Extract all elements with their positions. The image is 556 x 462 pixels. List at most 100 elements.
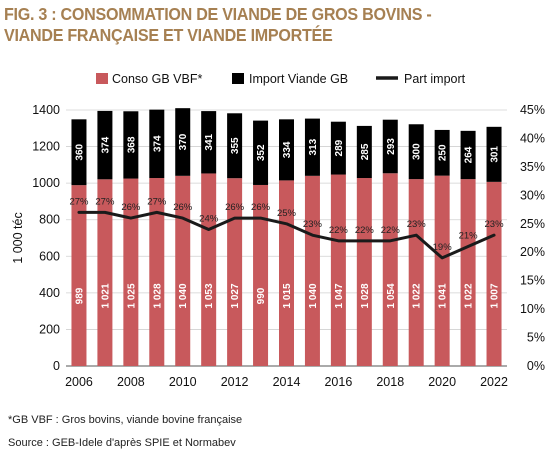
conso-value-label: 1 015 bbox=[282, 283, 293, 308]
conso-value-label: 1 028 bbox=[152, 283, 163, 308]
x-tick-label: 2014 bbox=[273, 375, 301, 389]
part-import-label: 26% bbox=[121, 202, 141, 213]
import-bar bbox=[123, 111, 139, 179]
import-value-label: 370 bbox=[178, 133, 189, 150]
conso-bar bbox=[97, 179, 113, 366]
conso-bar bbox=[253, 184, 269, 366]
conso-value-label: 1 040 bbox=[308, 283, 319, 308]
conso-value-label: 1 007 bbox=[490, 283, 501, 308]
y2-tick-label: 40% bbox=[520, 131, 545, 145]
import-bar bbox=[175, 108, 191, 176]
conso-bar bbox=[175, 175, 191, 366]
y2-tick-label: 15% bbox=[520, 274, 545, 288]
conso-value-label: 1 053 bbox=[204, 283, 215, 308]
part-import-label: 23% bbox=[485, 219, 505, 230]
conso-bar bbox=[486, 181, 502, 366]
conso-bar bbox=[434, 175, 450, 366]
import-value-label: 352 bbox=[256, 144, 267, 161]
y-axis-label: 1 000 téc bbox=[11, 212, 25, 263]
x-tick-label: 2010 bbox=[169, 375, 197, 389]
part-import-label: 22% bbox=[355, 225, 375, 236]
x-tick-label: 2022 bbox=[480, 375, 508, 389]
conso-value-label: 990 bbox=[256, 287, 267, 304]
import-value-label: 264 bbox=[464, 146, 475, 163]
import-bar bbox=[460, 130, 476, 180]
y-tick-label: 1000 bbox=[32, 176, 60, 190]
x-tick-label: 2018 bbox=[376, 375, 404, 389]
y2-tick-label: 45% bbox=[520, 103, 545, 117]
conso-value-label: 1 022 bbox=[412, 283, 423, 308]
footnote: *GB VBF : Gros bovins, viande bovine fra… bbox=[8, 414, 243, 426]
part-import-label: 27% bbox=[95, 196, 115, 207]
conso-value-label: 1 041 bbox=[438, 283, 449, 308]
import-bar bbox=[486, 126, 502, 182]
part-import-label: 22% bbox=[329, 225, 349, 236]
part-import-label: 19% bbox=[433, 242, 453, 253]
part-import-label: 23% bbox=[303, 219, 323, 230]
conso-value-label: 1 022 bbox=[464, 283, 475, 308]
conso-value-label: 1 047 bbox=[334, 283, 345, 308]
import-value-label: 250 bbox=[438, 144, 449, 161]
import-bar bbox=[279, 119, 294, 181]
import-bar bbox=[253, 120, 269, 185]
x-tick-label: 2016 bbox=[324, 375, 352, 389]
part-import-label: 26% bbox=[173, 202, 193, 213]
chart-title-line-1: FIG. 3 : CONSOMMATION DE VIANDE DE GROS … bbox=[4, 4, 432, 24]
conso-bar bbox=[201, 173, 217, 366]
y-tick-label: 0 bbox=[53, 359, 60, 373]
source-note: Source : GEB-Idele d'après SPIE et Norma… bbox=[8, 437, 236, 449]
conso-value-label: 1 040 bbox=[178, 283, 189, 308]
conso-value-label: 989 bbox=[74, 287, 85, 304]
import-bar bbox=[227, 113, 243, 179]
conso-bar bbox=[71, 185, 87, 366]
import-bar bbox=[434, 129, 450, 176]
legend-label-part: Part import bbox=[404, 72, 466, 86]
conso-bar bbox=[304, 175, 320, 366]
x-tick-label: 2012 bbox=[221, 375, 249, 389]
conso-bar bbox=[408, 179, 424, 366]
legend-label-import: Import Viande GB bbox=[249, 72, 348, 86]
import-value-label: 285 bbox=[360, 143, 371, 160]
y2-tick-label: 25% bbox=[520, 217, 545, 231]
import-bar bbox=[71, 119, 87, 186]
import-value-label: 341 bbox=[204, 133, 215, 150]
conso-value-label: 1 054 bbox=[386, 283, 397, 308]
y2-tick-label: 35% bbox=[520, 160, 545, 174]
import-value-label: 334 bbox=[282, 141, 293, 158]
y-tick-label: 600 bbox=[39, 249, 60, 263]
part-import-label: 24% bbox=[199, 213, 219, 224]
conso-bar bbox=[123, 178, 139, 366]
x-tick-label: 2008 bbox=[117, 375, 145, 389]
import-value-label: 293 bbox=[386, 138, 397, 155]
import-bar bbox=[356, 125, 372, 179]
y2-tick-label: 5% bbox=[527, 331, 545, 345]
part-import-line bbox=[77, 210, 496, 260]
conso-bar bbox=[382, 173, 398, 366]
conso-bar bbox=[227, 178, 243, 366]
import-bar bbox=[304, 118, 320, 176]
y2-tick-label: 20% bbox=[520, 245, 545, 259]
legend-label-conso: Conso GB VBF* bbox=[112, 72, 202, 86]
part-import-label: 22% bbox=[381, 225, 401, 236]
y-tick-label: 200 bbox=[39, 322, 60, 336]
conso-value-label: 1 021 bbox=[100, 283, 111, 308]
part-import-label: 26% bbox=[225, 202, 245, 213]
conso-bar bbox=[356, 178, 372, 366]
import-value-label: 289 bbox=[334, 139, 345, 156]
x-tick-label: 2020 bbox=[428, 375, 456, 389]
chart-title: FIG. 3 : CONSOMMATION DE VIANDE DE GROS … bbox=[4, 4, 508, 46]
part-import-label: 27% bbox=[147, 196, 167, 207]
legend-swatch-conso bbox=[96, 73, 108, 84]
conso-value-label: 1 027 bbox=[230, 283, 241, 308]
import-bar bbox=[201, 111, 217, 174]
conso-bar bbox=[330, 174, 346, 366]
y2-tick-label: 10% bbox=[520, 302, 545, 316]
y2-tick-label: 0% bbox=[527, 359, 545, 373]
legend-swatch-import bbox=[232, 73, 244, 84]
conso-value-label: 1 025 bbox=[126, 283, 137, 308]
part-import-label: 26% bbox=[251, 202, 271, 213]
import-value-label: 300 bbox=[412, 143, 423, 160]
part-import-label: 21% bbox=[459, 231, 479, 242]
import-value-label: 301 bbox=[490, 146, 501, 163]
